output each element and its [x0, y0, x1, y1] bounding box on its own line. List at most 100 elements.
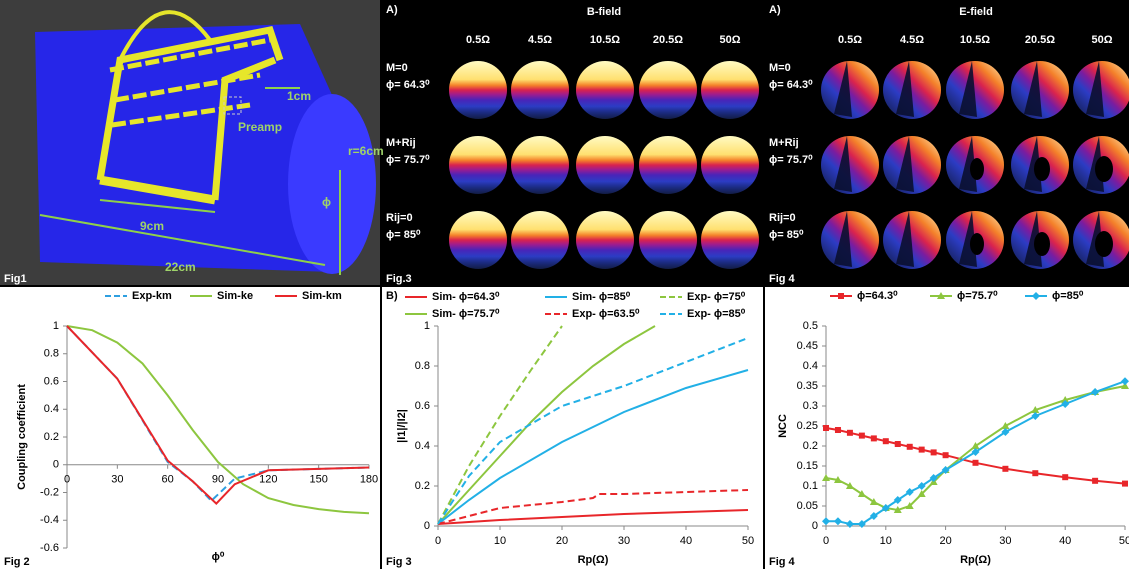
column-label: 0.5Ω [466, 34, 490, 46]
y-tick-label: 0.2 [803, 440, 818, 452]
marker [838, 293, 844, 299]
figure-label: Fig 4 [769, 273, 796, 285]
y-tick-label: 0.2 [415, 480, 430, 492]
figure: 1cmPreampr=6cmϕ9cm22cmFig1A)B-fieldFig.3… [0, 0, 1129, 569]
row-label: M=0 [386, 62, 408, 74]
x-tick-label: 0 [64, 474, 70, 486]
y-tick-label: -0.2 [40, 486, 59, 498]
marker [883, 438, 889, 444]
x-tick-label: 30 [999, 535, 1011, 547]
column-label: 4.5Ω [528, 34, 552, 46]
field-map [639, 61, 697, 119]
field-map [511, 61, 569, 119]
y-tick-label: 0 [424, 520, 430, 532]
legend-label: ϕ=64.3⁰ [857, 290, 898, 302]
column-label: 50Ω [1091, 34, 1112, 46]
y-tick-label: 0 [53, 459, 59, 471]
field-map-null [1095, 156, 1113, 182]
panel-title: E-field [959, 6, 993, 18]
field-map [576, 211, 634, 269]
y-tick-label: 0.3 [803, 400, 818, 412]
row-label: ϕ= 75.7⁰ [386, 154, 430, 166]
field-map [701, 136, 759, 194]
y-tick-label: 0.4 [803, 360, 818, 372]
dimension-label: r=6cm [348, 144, 384, 158]
y-tick-label: 0.6 [415, 400, 430, 412]
y-tick-label: 0.6 [44, 375, 59, 387]
y-tick-label: 1 [53, 320, 59, 332]
field-map [511, 136, 569, 194]
panel-title: B-field [587, 6, 621, 18]
field-map-null [1095, 231, 1113, 257]
y-tick-label: -0.4 [40, 514, 59, 526]
y-axis-title: NCC [777, 414, 789, 438]
x-tick-label: 40 [1059, 535, 1071, 547]
field-map [701, 211, 759, 269]
column-label: 20.5Ω [1025, 34, 1055, 46]
figure-label: Fig1 [4, 273, 27, 285]
y-tick-label: 0.45 [797, 340, 818, 352]
x-tick-label: 20 [939, 535, 951, 547]
field-map [576, 136, 634, 194]
field-map [449, 136, 507, 194]
field-map [639, 211, 697, 269]
legend-label: Sim-km [302, 290, 342, 302]
row-label: M=0 [769, 62, 791, 74]
dimension-label: 22cm [165, 260, 196, 274]
marker [943, 452, 949, 458]
figure-label: Fig 4 [769, 556, 796, 568]
y-tick-label: 0 [812, 520, 818, 532]
field-map [511, 211, 569, 269]
field-map [576, 61, 634, 119]
field-map-null [970, 158, 984, 180]
marker [1092, 478, 1098, 484]
marker [847, 430, 853, 436]
field-map-null [1034, 157, 1050, 181]
marker [835, 427, 841, 433]
legend-label: ϕ=75.7⁰ [957, 290, 998, 302]
marker [1062, 474, 1068, 480]
y-tick-label: 0.2 [44, 431, 59, 443]
y-tick-label: -0.6 [40, 542, 59, 554]
x-tick-label: 10 [494, 535, 506, 547]
legend-label: Sim- ϕ=85⁰ [572, 291, 631, 303]
marker [871, 435, 877, 441]
dimension-label: 9cm [140, 219, 164, 233]
row-label: ϕ= 75.7⁰ [769, 154, 813, 166]
field-map [701, 61, 759, 119]
dimension-label: 1cm [287, 89, 311, 103]
x-tick-label: 60 [162, 474, 174, 486]
x-axis-title: ϕ⁰ [212, 551, 225, 563]
figure-label: Fig 3 [386, 556, 412, 568]
column-label: 0.5Ω [838, 34, 862, 46]
field-map-null [970, 233, 984, 255]
x-tick-label: 180 [360, 474, 378, 486]
column-label: 10.5Ω [960, 34, 990, 46]
legend-label: Exp-km [132, 290, 172, 302]
y-axis-title: Coupling coefficient [16, 384, 28, 490]
x-tick-label: 30 [618, 535, 630, 547]
y-tick-label: 0.25 [797, 420, 818, 432]
dimension-label: ϕ [322, 195, 331, 209]
row-label: Rij=0 [769, 212, 796, 224]
field-map [449, 211, 507, 269]
legend-label: Sim- ϕ=64.3⁰ [432, 291, 500, 303]
figure-label: Fig 2 [4, 556, 30, 568]
x-tick-label: 90 [212, 474, 224, 486]
marker [859, 433, 865, 439]
y-tick-label: 0.8 [44, 348, 59, 360]
x-tick-label: 20 [556, 535, 568, 547]
legend-label: ϕ=85⁰ [1052, 290, 1084, 302]
dimension-label: Preamp [238, 120, 282, 134]
field-map [639, 136, 697, 194]
x-tick-label: 50 [742, 535, 754, 547]
panel-label: B) [386, 290, 398, 302]
column-label: 20.5Ω [653, 34, 683, 46]
row-label: ϕ= 64.3⁰ [769, 79, 813, 91]
x-tick-label: 50 [1119, 535, 1129, 547]
marker [907, 444, 913, 450]
legend-label: Sim- ϕ=75.7⁰ [432, 308, 500, 320]
y-tick-label: 1 [424, 320, 430, 332]
x-tick-label: 150 [309, 474, 327, 486]
row-label: ϕ= 85⁰ [386, 229, 421, 241]
